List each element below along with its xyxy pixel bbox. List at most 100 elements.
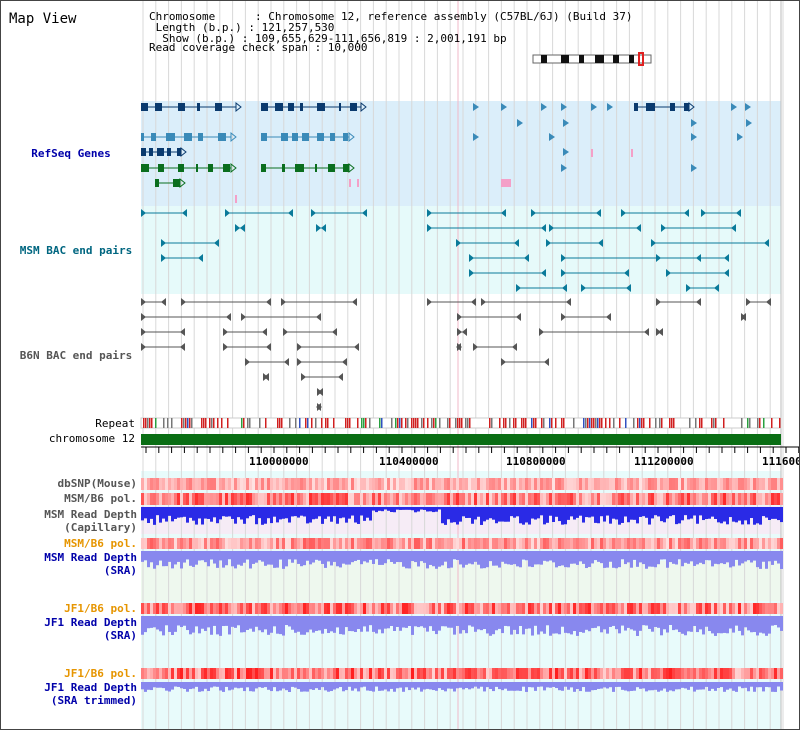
jf1-pol-cell: [648, 668, 651, 679]
msm-cap-depth-bar: [672, 507, 675, 516]
msm-pol-cell: [210, 493, 213, 505]
msm-sra-depth-bar: [492, 551, 495, 566]
msm-pol-cell: [294, 538, 297, 549]
dbsnp-cell: [768, 478, 771, 490]
jf1-sra-depth-bar: [672, 616, 675, 631]
msm-pol-cell: [624, 493, 627, 505]
msm-cap-depth-bar: [291, 507, 294, 517]
dbsnp-cell: [729, 478, 732, 490]
jf1-pol-cell: [546, 668, 549, 679]
msm-sra-depth-bar: [357, 551, 360, 560]
msm-sra-depth-bar: [438, 551, 441, 567]
dbsnp-cell: [309, 478, 312, 490]
msm-bac-pair-end: [225, 209, 230, 217]
msm-sra-depth-bar: [690, 551, 693, 562]
jf1-pol-cell: [753, 668, 756, 679]
gene-exon: [197, 103, 200, 111]
jf1-pol-cell: [270, 603, 273, 614]
msm-pol-cell: [165, 493, 168, 505]
dbsnp-cell: [741, 478, 744, 490]
jf1-pol-cell: [384, 668, 387, 679]
msm-pol-cell: [288, 493, 291, 505]
dbsnp-cell: [456, 478, 459, 490]
jf1-trim-depth-bar: [468, 682, 471, 690]
msm-sra-depth-bar: [702, 551, 705, 565]
msm-cap-depth-bar: [399, 507, 402, 510]
repeat-mark: [243, 418, 245, 428]
msm-sra-depth-bar: [687, 551, 690, 564]
jf1-trim-depth-bar: [180, 682, 183, 689]
msm-pol-cell: [348, 538, 351, 549]
jf1-pol-cell: [237, 668, 240, 679]
coverage-span: Read coverage check span : 10,000: [149, 41, 368, 54]
jf1-pol-cell: [288, 668, 291, 679]
jf1-sra-depth-bar: [489, 616, 492, 636]
jf1-sra-depth-bar: [246, 616, 249, 630]
jf1-trim-depth-bar: [528, 682, 531, 688]
msm-sra-depth-bar: [297, 551, 300, 564]
jf1-sra-depth-bar: [438, 616, 441, 631]
msm-sra-depth-bar: [150, 551, 153, 563]
repeat-mark: [347, 418, 349, 428]
repeat-mark: [513, 418, 515, 428]
jf1-pol-cell: [483, 668, 486, 679]
repeat-mark: [541, 418, 543, 428]
jf1-pol-cell: [609, 668, 612, 679]
jf1-trim-depth-bar: [225, 682, 228, 687]
dbsnp-cell: [441, 478, 444, 490]
jf1-sra-depth-bar: [720, 616, 723, 634]
jf1-pol-cell: [144, 603, 147, 614]
jf1-pol-cell: [192, 668, 195, 679]
msm-cap-depth-bar: [159, 507, 162, 523]
msm-pol-cell: [552, 538, 555, 549]
msm-pol-cell: [177, 538, 180, 549]
msm-sra-depth-bar: [381, 551, 384, 565]
gene-exon: [155, 103, 162, 111]
msm-pol-cell: [759, 493, 762, 505]
jf1-pol-cell: [558, 668, 561, 679]
dbsnp-cell: [180, 478, 183, 490]
jf1-trim-depth-bar: [273, 682, 276, 688]
jf1-trim-depth-bar: [432, 682, 435, 691]
msm-pol-cell: [633, 538, 636, 549]
msm-sra-depth-bar: [363, 551, 366, 562]
jf1-pol-cell: [177, 603, 180, 614]
jf1-sra-depth-bar: [528, 616, 531, 629]
msm-sra-depth-bar: [315, 551, 318, 560]
repeat-mark: [391, 418, 393, 428]
msm-pol-cell: [237, 493, 240, 505]
msm-pol-cell: [594, 493, 597, 505]
msm-pol-cell: [564, 493, 567, 505]
dbsnp-cell: [279, 478, 282, 490]
msm-cap-depth-bar: [753, 507, 756, 525]
msm-cap-depth-bar: [513, 507, 516, 518]
msm-pol-cell: [303, 538, 306, 549]
b6n-bac-pair-end: [544, 358, 549, 366]
msm-pol-cell: [285, 538, 288, 549]
jf1-pol-cell: [435, 603, 438, 614]
b6n-bac-pair-end: [644, 328, 649, 336]
jf1-trim-depth-bar: [654, 682, 657, 690]
dbsnp-cell: [243, 478, 246, 490]
jf1-pol-cell: [516, 603, 519, 614]
msm-pol-cell: [687, 538, 690, 549]
msm-sra-depth-bar: [483, 551, 486, 569]
jf1-pol-cell: [465, 603, 468, 614]
jf1-pol-cell: [171, 603, 174, 614]
msm-cap-depth-bar: [678, 507, 681, 524]
msm-pol-cell: [369, 538, 372, 549]
jf1-sra-depth-bar: [507, 616, 510, 627]
jf1-sra-depth-bar: [666, 616, 669, 633]
repeat-mark: [305, 418, 307, 428]
repeat-mark: [433, 418, 435, 428]
jf1-sra-depth-bar: [582, 616, 585, 633]
jf1-sra-depth-bar: [762, 616, 765, 634]
jf1-pol-cell: [402, 668, 405, 679]
msm-pol-cell: [537, 538, 540, 549]
msm-pol-cell: [441, 538, 444, 549]
msm-pol-cell: [306, 493, 309, 505]
gene-exon: [339, 103, 341, 111]
dbsnp-cell: [324, 478, 327, 490]
msm-sra-depth-bar: [552, 551, 555, 563]
